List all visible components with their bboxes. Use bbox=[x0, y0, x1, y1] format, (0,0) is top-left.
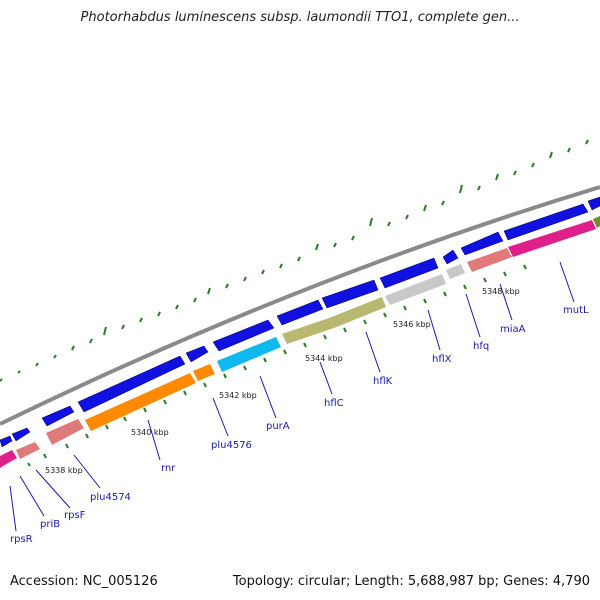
gene-plu4576 bbox=[193, 364, 215, 381]
reverse-genes bbox=[0, 216, 600, 468]
map-title: Photorhabdus luminescens subsp. laumondi… bbox=[80, 10, 520, 25]
gene-label-rnr: rnr bbox=[161, 463, 176, 474]
label-leaders bbox=[9, 261, 575, 532]
gene-purA bbox=[217, 337, 281, 372]
tick-label: 5342 kbp bbox=[219, 391, 257, 400]
gene-labels: rpsR priB rpsF plu4574 rnr plu4576 purA … bbox=[10, 305, 589, 545]
gene-rnr bbox=[85, 373, 196, 431]
gene-rpsF bbox=[46, 419, 84, 445]
tick-label: 5338 kbp bbox=[45, 466, 83, 475]
gene-rpsR bbox=[0, 450, 17, 468]
gene-label-hfq: hfq bbox=[473, 341, 489, 352]
gene-label-plu4574: plu4574 bbox=[90, 492, 131, 503]
gene-label-purA: purA bbox=[266, 421, 290, 432]
tick-label: 5340 kbp bbox=[131, 428, 169, 437]
forward-genes bbox=[0, 196, 600, 448]
gene-label-rpsF: rpsF bbox=[64, 510, 86, 521]
gene-hfq bbox=[446, 264, 465, 279]
tick-label: 5344 kbp bbox=[305, 354, 343, 363]
gene-label-rpsR: rpsR bbox=[10, 534, 33, 545]
kbp-ticks: 5338 kbp 5340 kbp 5342 kbp 5344 kbp 5346… bbox=[45, 287, 520, 475]
gene-priB bbox=[16, 442, 40, 459]
gene-label-mutL: mutL bbox=[563, 305, 589, 316]
gene-miaA bbox=[467, 248, 512, 272]
genome-backbone bbox=[0, 185, 600, 426]
gene-label-hflK: hflK bbox=[373, 376, 393, 387]
gene-label-priB: priB bbox=[40, 519, 60, 530]
gene-hflK bbox=[329, 297, 386, 328]
genome-summary-text: Topology: circular; Length: 5,688,987 bp… bbox=[232, 574, 590, 589]
gene-label-hflC: hflC bbox=[324, 398, 344, 409]
tick-label: 5348 kbp bbox=[482, 287, 520, 296]
gene-hflX bbox=[385, 274, 446, 305]
gene-label-hflX: hflX bbox=[432, 354, 452, 365]
tick-label: 5346 kbp bbox=[393, 320, 431, 329]
gene-label-plu4576: plu4576 bbox=[211, 440, 252, 451]
gene-mutL bbox=[508, 220, 596, 257]
gene-hflC bbox=[282, 318, 334, 344]
inner-tick-track bbox=[27, 264, 527, 467]
accession-text: Accession: NC_005126 bbox=[10, 574, 158, 589]
gene-label-miaA: miaA bbox=[500, 324, 526, 335]
gc-dot-track bbox=[0, 139, 589, 382]
